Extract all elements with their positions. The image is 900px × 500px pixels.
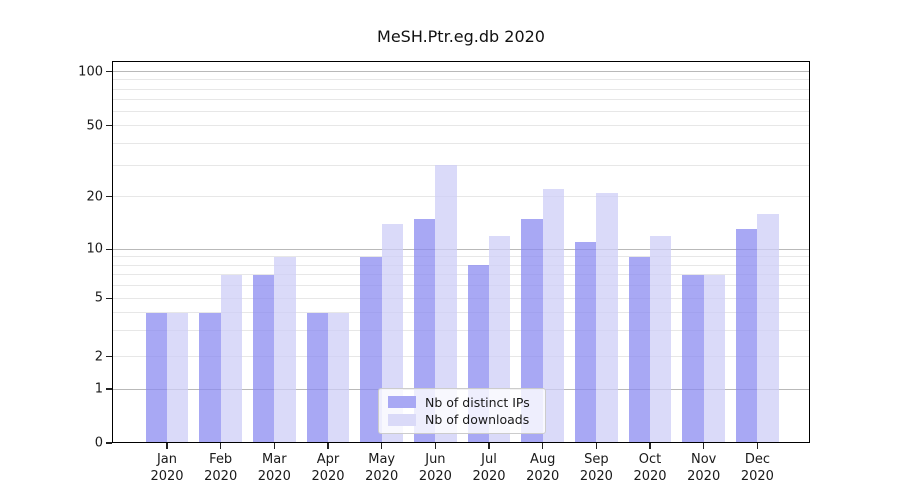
x-tick-label-jun: Jun 2020 bbox=[390, 451, 480, 485]
x-tick-may bbox=[381, 443, 383, 449]
x-tick-month-dec: Dec bbox=[744, 452, 770, 467]
x-tick-year-apr: 2020 bbox=[311, 469, 345, 484]
x-tick-year-sep: 2020 bbox=[579, 469, 613, 484]
x-tick-year-dec: 2020 bbox=[740, 469, 774, 484]
x-tick-month-oct: Oct bbox=[638, 452, 662, 467]
legend-swatch-downloads bbox=[388, 413, 416, 426]
plot-frame bbox=[112, 61, 810, 443]
x-tick-year-jan: 2020 bbox=[150, 469, 184, 484]
x-tick-apr bbox=[327, 443, 329, 449]
x-tick-label-jan: Jan 2020 bbox=[122, 451, 212, 485]
x-tick-year-feb: 2020 bbox=[204, 469, 238, 484]
x-tick-year-nov: 2020 bbox=[687, 469, 721, 484]
x-tick-year-jun: 2020 bbox=[418, 469, 452, 484]
legend-row-downloads: Nb of downloads bbox=[388, 412, 536, 427]
x-tick-jul bbox=[488, 443, 490, 449]
x-tick-year-mar: 2020 bbox=[257, 469, 291, 484]
x-tick-month-apr: Apr bbox=[316, 452, 340, 467]
x-tick-feb bbox=[220, 443, 222, 449]
x-tick-sep bbox=[595, 443, 598, 449]
x-tick-year-jul: 2020 bbox=[472, 469, 506, 484]
legend: Nb of distinct IPs Nb of downloads bbox=[378, 388, 546, 434]
x-tick-mar bbox=[273, 443, 275, 449]
x-tick-label-dec: Dec 2020 bbox=[712, 451, 802, 485]
x-tick-label-mar: Mar 2020 bbox=[229, 451, 319, 485]
x-tick-month-mar: Mar bbox=[262, 452, 287, 467]
y-tick-label-20: 20 bbox=[86, 189, 103, 205]
legend-row-distinct-ips: Nb of distinct IPs bbox=[388, 395, 536, 410]
x-tick-month-feb: Feb bbox=[209, 452, 233, 467]
x-tick-aug bbox=[542, 443, 544, 449]
legend-label-distinct-ips: Nb of distinct IPs bbox=[425, 394, 530, 410]
x-tick-month-jan: Jan bbox=[156, 452, 178, 467]
y-tick-label-100: 100 bbox=[78, 64, 103, 80]
chart-title: MeSH.Ptr.eg.db 2020 bbox=[377, 27, 545, 46]
x-tick-label-apr: Apr 2020 bbox=[283, 451, 373, 485]
legend-label-downloads: Nb of downloads bbox=[425, 412, 530, 428]
x-tick-year-may: 2020 bbox=[365, 469, 399, 484]
x-tick-jan bbox=[166, 443, 168, 449]
x-tick-jun bbox=[434, 443, 437, 449]
x-tick-month-may: May bbox=[368, 452, 396, 467]
x-tick-month-sep: Sep bbox=[584, 452, 609, 467]
x-tick-label-oct: Oct 2020 bbox=[605, 451, 695, 485]
x-tick-label-sep: Sep 2020 bbox=[551, 451, 641, 485]
x-tick-month-jul: Jul bbox=[481, 452, 497, 467]
x-tick-label-nov: Nov 2020 bbox=[659, 451, 749, 485]
y-tick-label-5: 5 bbox=[94, 290, 103, 306]
x-tick-month-nov: Nov bbox=[691, 452, 717, 467]
y-tick-label-2: 2 bbox=[94, 349, 103, 365]
x-tick-year-aug: 2020 bbox=[526, 469, 560, 484]
y-tick-label-50: 50 bbox=[86, 118, 103, 134]
x-tick-label-jul: Jul 2020 bbox=[444, 451, 534, 485]
x-tick-month-aug: Aug bbox=[529, 452, 556, 467]
x-tick-dec bbox=[756, 443, 759, 449]
y-tick-label-0: 0 bbox=[94, 435, 103, 451]
x-tick-label-aug: Aug 2020 bbox=[498, 451, 588, 485]
x-tick-label-feb: Feb 2020 bbox=[176, 451, 266, 485]
x-tick-label-may: May 2020 bbox=[337, 451, 427, 485]
legend-swatch-distinct-ips bbox=[388, 396, 416, 409]
y-tick-label-10: 10 bbox=[86, 241, 103, 257]
y-tick-label-1: 1 bbox=[94, 381, 103, 397]
x-tick-nov bbox=[703, 443, 705, 449]
x-tick-year-oct: 2020 bbox=[633, 469, 667, 484]
x-tick-month-jun: Jun bbox=[425, 452, 446, 467]
x-tick-oct bbox=[649, 443, 651, 449]
